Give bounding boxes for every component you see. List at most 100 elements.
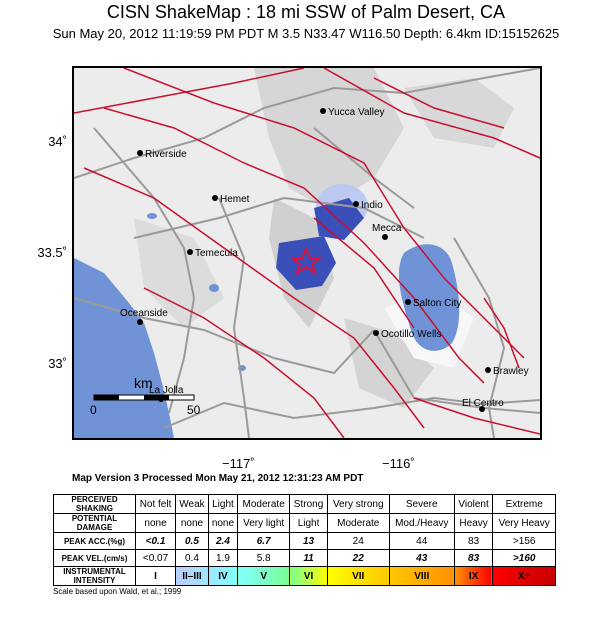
intensity-cell-iv: IV — [207, 566, 239, 586]
shaking-cell: Severe — [388, 494, 455, 514]
intensity-legend-table: PERCEIVED SHAKING Not felt Weak Light Mo… — [53, 494, 556, 586]
city-label-brawley: Brawley — [493, 366, 529, 377]
lat-label-34: 34˚ — [48, 134, 67, 149]
pga-cell: 13 — [289, 532, 328, 550]
scale-footnote: Scale based upon Wald, et al.; 1999 — [53, 587, 182, 596]
damage-cell: Very Heavy — [492, 513, 556, 533]
shaking-cell: Extreme — [492, 494, 556, 514]
city-label-riverside: Riverside — [145, 149, 187, 160]
city-label-yucca-valley: Yucca Valley — [328, 107, 385, 118]
pga-cell: 6.7 — [237, 532, 291, 550]
damage-cell: none — [175, 513, 209, 533]
city-dot-indio — [353, 201, 359, 207]
city-label-temecula: Temecula — [195, 248, 238, 259]
pga-cell: 0.5 — [175, 532, 209, 550]
mountain-shading — [344, 318, 434, 408]
shaking-cell: Moderate — [237, 494, 291, 514]
mountain-shading — [404, 78, 514, 148]
city-dot-brawley — [485, 367, 491, 373]
map-title: CISN ShakeMap : 18 mi SSW of Palm Desert… — [106, 2, 506, 22]
intensity-patch — [276, 236, 336, 290]
legend-row-shaking: PERCEIVED SHAKING Not felt Weak Light Mo… — [53, 494, 556, 514]
city-label-la-jolla: La Jolla — [149, 385, 184, 396]
shaking-cell: Very strong — [326, 494, 390, 514]
lat-label-33: 33˚ — [48, 356, 67, 371]
intensity-cell-ix: IX — [453, 566, 494, 586]
city-label-ocotillo-wells: Ocotillo Wells — [381, 329, 441, 340]
pga-cell: >156 — [492, 532, 556, 550]
shaking-cell: Strong — [289, 494, 328, 514]
event-details: Sun May 20, 2012 11:19:59 PM PDT M 3.5 N… — [52, 26, 560, 41]
intensity-cell-viii: VIII — [388, 566, 455, 586]
star-icon — [289, 246, 323, 276]
damage-cell: Light — [289, 513, 328, 533]
map-version: Map Version 3 Processed Mon May 21, 2012… — [72, 473, 364, 484]
pga-cell: <0.1 — [134, 532, 177, 550]
city-label-el-centro: El Centro — [462, 398, 504, 409]
intensity-cell-x: X+ — [492, 566, 556, 586]
pga-cell: 44 — [388, 532, 455, 550]
city-dot-riverside — [137, 150, 143, 156]
city-dot-temecula — [187, 249, 193, 255]
lake — [209, 284, 219, 292]
city-label-salton-city: Salton City — [413, 298, 461, 309]
pga-cell: 83 — [453, 532, 494, 550]
pgv-cell: <0.07 — [134, 549, 177, 567]
lon-label-116: −116˚ — [382, 456, 415, 471]
salton-sea — [398, 244, 460, 351]
damage-cell: none — [207, 513, 239, 533]
pgv-cell: 11 — [289, 549, 328, 567]
intensity-cell-vii: VII — [326, 566, 390, 586]
intensity-cell-ii-iii: II–III — [175, 566, 209, 586]
shakemap-area: Yucca Valley Riverside Hemet Indio Mecca… — [72, 66, 542, 440]
city-dot-el-centro — [479, 406, 485, 412]
city-markers — [137, 108, 491, 412]
damage-cell: none — [134, 513, 177, 533]
scale-unit: km — [134, 375, 153, 391]
damage-cell: Moderate — [326, 513, 390, 533]
legend-header-pgv: PEAK VEL.(cm/s) — [53, 549, 136, 567]
shaking-cell: Violent — [453, 494, 494, 514]
city-dot-yucca-valley — [320, 108, 326, 114]
damage-cell: Heavy — [453, 513, 494, 533]
pgv-cell: 0.4 — [175, 549, 209, 567]
city-label-mecca: Mecca — [372, 223, 402, 234]
scale-end: 50 — [187, 403, 201, 417]
intensity-cell-v: V — [237, 566, 291, 586]
lake — [147, 213, 157, 219]
city-dot-mecca — [382, 234, 388, 240]
damage-cell: Mod./Heavy — [388, 513, 455, 533]
legend-row-damage: POTENTIAL DAMAGE none none none Very lig… — [53, 513, 556, 533]
city-label-hemet: Hemet — [220, 194, 250, 205]
city-dot-ocotillo-wells — [373, 330, 379, 336]
city-label-oceanside: Oceanside — [120, 308, 168, 319]
legend-header-damage: POTENTIAL DAMAGE — [53, 513, 136, 533]
city-dot-hemet — [212, 195, 218, 201]
ocean-pacific — [74, 258, 174, 438]
shaking-cell: Weak — [175, 494, 209, 514]
pgv-cell: 22 — [326, 549, 390, 567]
legend-header-shaking: PERCEIVED SHAKING — [53, 494, 136, 514]
legend-row-pgv: PEAK VEL.(cm/s) <0.07 0.4 1.9 5.8 11 22 … — [53, 549, 556, 567]
pga-cell: 2.4 — [207, 532, 239, 550]
map-canvas: Yucca Valley Riverside Hemet Indio Mecca… — [74, 68, 540, 438]
lat-label-33-5: 33.5˚ — [37, 245, 67, 260]
intensity-cell-i: I — [134, 566, 177, 586]
lon-label-117: −117˚ — [222, 456, 255, 471]
legend-row-intensity: INSTRUMENTAL INTENSITY I II–III IV V VI … — [53, 566, 556, 586]
shaking-cell: Not felt — [134, 494, 177, 514]
pgv-cell: 5.8 — [237, 549, 291, 567]
faults — [74, 68, 540, 438]
city-dot-salton-city — [405, 299, 411, 305]
legend-header-intensity: INSTRUMENTAL INTENSITY — [53, 566, 136, 586]
intensity-cell-vi: VI — [289, 566, 328, 586]
pga-cell: 24 — [326, 532, 390, 550]
scale-bar — [93, 394, 195, 401]
pgv-cell: 43 — [388, 549, 455, 567]
legend-header-pga: PEAK ACC.(%g) — [53, 532, 136, 550]
legend-row-pga: PEAK ACC.(%g) <0.1 0.5 2.4 6.7 13 24 44 … — [53, 532, 556, 550]
mountain-shading — [134, 218, 224, 328]
pgv-cell: 83 — [453, 549, 494, 567]
shaking-cell: Light — [207, 494, 239, 514]
city-dot-la-jolla — [158, 396, 164, 402]
